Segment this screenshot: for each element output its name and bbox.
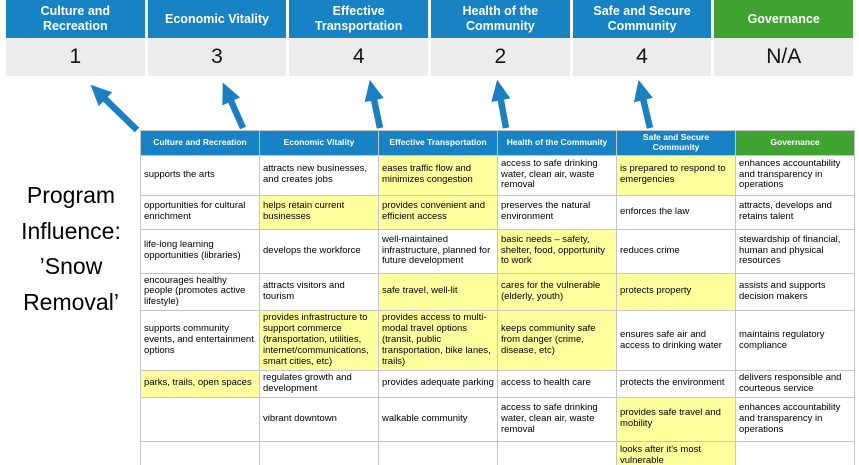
- table-cell: delivers responsible and courteous servi…: [735, 369, 855, 398]
- table-row: parks, trails, open spaces regulates grow…: [140, 369, 855, 398]
- table-cell: eases traffic flow and minimizes congest…: [378, 154, 498, 196]
- category-label: Effective Transportation: [289, 0, 429, 38]
- table-cell: provides adequate parking: [378, 369, 498, 398]
- arrow-icon: [633, 80, 654, 129]
- table-cell: regulates growth and development: [259, 369, 379, 398]
- table-cell: access to health care: [497, 369, 617, 398]
- table-cell: [735, 440, 855, 465]
- category-score: 2: [431, 38, 570, 76]
- table-row: looks after it's most vulnerable: [140, 440, 855, 465]
- table-row: opportunities for cultural enrichment hel…: [140, 194, 855, 230]
- table-cell: protects property: [616, 272, 736, 312]
- table-cell: provides safe travel and mobility: [616, 396, 736, 442]
- table-cell: provides convenient and efficient access: [378, 194, 498, 230]
- category-governance: Governance N/A: [714, 0, 854, 76]
- table-cell: helps retain current businesses: [259, 194, 379, 230]
- category-label: Governance: [714, 0, 854, 38]
- table-cell: encourages healthy people (promotes acti…: [140, 272, 260, 312]
- category-score: 1: [6, 38, 145, 76]
- matrix-header-economic-vitality: Economic Vitality: [259, 130, 379, 156]
- matrix-header-governance: Governance: [735, 130, 855, 156]
- table-cell: ensures safe air and access to drinking …: [616, 310, 736, 371]
- category-label: Health of the Community: [431, 0, 570, 38]
- table-cell: looks after it's most vulnerable: [616, 440, 736, 465]
- matrix-header-culture-recreation: Culture and Recreation: [140, 130, 260, 156]
- matrix-body: supports the arts attracts new businesses…: [140, 154, 855, 465]
- table-cell: enhances accountability and transparency…: [735, 396, 855, 442]
- arrow-icon: [364, 80, 384, 129]
- table-cell: access to safe drinking water, clean air…: [497, 396, 617, 442]
- influence-matrix: Culture and Recreation Economic Vitality…: [140, 130, 855, 465]
- table-cell: opportunities for cultural enrichment: [140, 194, 260, 230]
- table-cell: life-long learning opportunities (librar…: [140, 228, 260, 274]
- table-cell: walkable community: [378, 396, 498, 442]
- table-cell: preserves the natural environment: [497, 194, 617, 230]
- category-label: Culture and Recreation: [6, 0, 145, 38]
- category-economic-vitality: Economic Vitality 3: [147, 0, 287, 76]
- table-cell: provides infrastructure to support comme…: [259, 310, 379, 371]
- category-score: 4: [289, 38, 429, 76]
- table-row: life-long learning opportunities (librar…: [140, 228, 855, 274]
- matrix-header-health-of-community: Health of the Community: [497, 130, 617, 156]
- table-cell: protects the environment: [616, 369, 736, 398]
- table-row: vibrant downtown walkable community access…: [140, 396, 855, 442]
- table-cell: [140, 440, 260, 465]
- table-cell: [497, 440, 617, 465]
- matrix-header-effective-transportation: Effective Transportation: [378, 130, 498, 156]
- table-cell: [140, 396, 260, 442]
- table-row: supports the arts attracts new businesses…: [140, 154, 855, 196]
- arrow-icon: [222, 82, 246, 130]
- arrow-icon: [90, 84, 140, 132]
- table-cell: attracts new businesses, and creates job…: [259, 154, 379, 196]
- table-cell: provides access to multi-modal travel op…: [378, 310, 498, 371]
- table-cell: enforces the law: [616, 194, 736, 230]
- category-label: Safe and Secure Community: [572, 0, 712, 38]
- table-cell: access to safe drinking water, clean air…: [497, 154, 617, 196]
- category-safe-secure-community: Safe and Secure Community 4: [572, 0, 712, 76]
- table-cell: parks, trails, open spaces: [140, 369, 260, 398]
- table-cell: reduces crime: [616, 228, 736, 274]
- table-cell: attracts visitors and tourism: [259, 272, 379, 312]
- table-cell: maintains regulatory compliance: [735, 310, 855, 371]
- table-cell: attracts, develops and retains talent: [735, 194, 855, 230]
- table-cell: safe travel, well-lit: [378, 272, 498, 312]
- category-culture-recreation: Culture and Recreation 1: [6, 0, 145, 76]
- table-cell: supports the arts: [140, 154, 260, 196]
- program-influence-title: Program Influence: ’Snow Removal’: [21, 182, 121, 315]
- category-health-of-community: Health of the Community 2: [431, 0, 570, 76]
- category-header-row: Culture and Recreation 1 Economic Vitali…: [0, 0, 859, 76]
- table-cell: [378, 440, 498, 465]
- table-cell: cares for the vulnerable (elderly, youth…: [497, 272, 617, 312]
- table-cell: basic needs – safety, shelter, food, opp…: [497, 228, 617, 274]
- table-cell: supports community events, and entertain…: [140, 310, 260, 371]
- table-cell: well-maintained infrastructure, planned …: [378, 228, 498, 274]
- category-score: 3: [147, 38, 287, 76]
- table-cell: keeps community safe from danger (crime,…: [497, 310, 617, 371]
- category-label: Economic Vitality: [147, 0, 287, 38]
- category-score: 4: [572, 38, 712, 76]
- influence-arrows: [90, 80, 654, 132]
- category-score: N/A: [714, 38, 854, 76]
- matrix-header-row: Culture and Recreation Economic Vitality…: [140, 130, 855, 156]
- category-effective-transportation: Effective Transportation 4: [289, 0, 429, 76]
- table-cell: [259, 440, 379, 465]
- table-cell: vibrant downtown: [259, 396, 379, 442]
- table-row: supports community events, and entertain…: [140, 310, 855, 371]
- table-cell: is prepared to respond to emergencies: [616, 154, 736, 196]
- table-cell: develops the workforce: [259, 228, 379, 274]
- table-row: encourages healthy people (promotes acti…: [140, 272, 855, 312]
- table-cell: stewardship of financial, human and phys…: [735, 228, 855, 274]
- arrow-icon: [491, 80, 511, 129]
- table-cell: enhances accountability and transparency…: [735, 154, 855, 196]
- table-cell: assists and supports decision makers: [735, 272, 855, 312]
- matrix-header-safe-secure-community: Safe and Secure Community: [616, 130, 736, 156]
